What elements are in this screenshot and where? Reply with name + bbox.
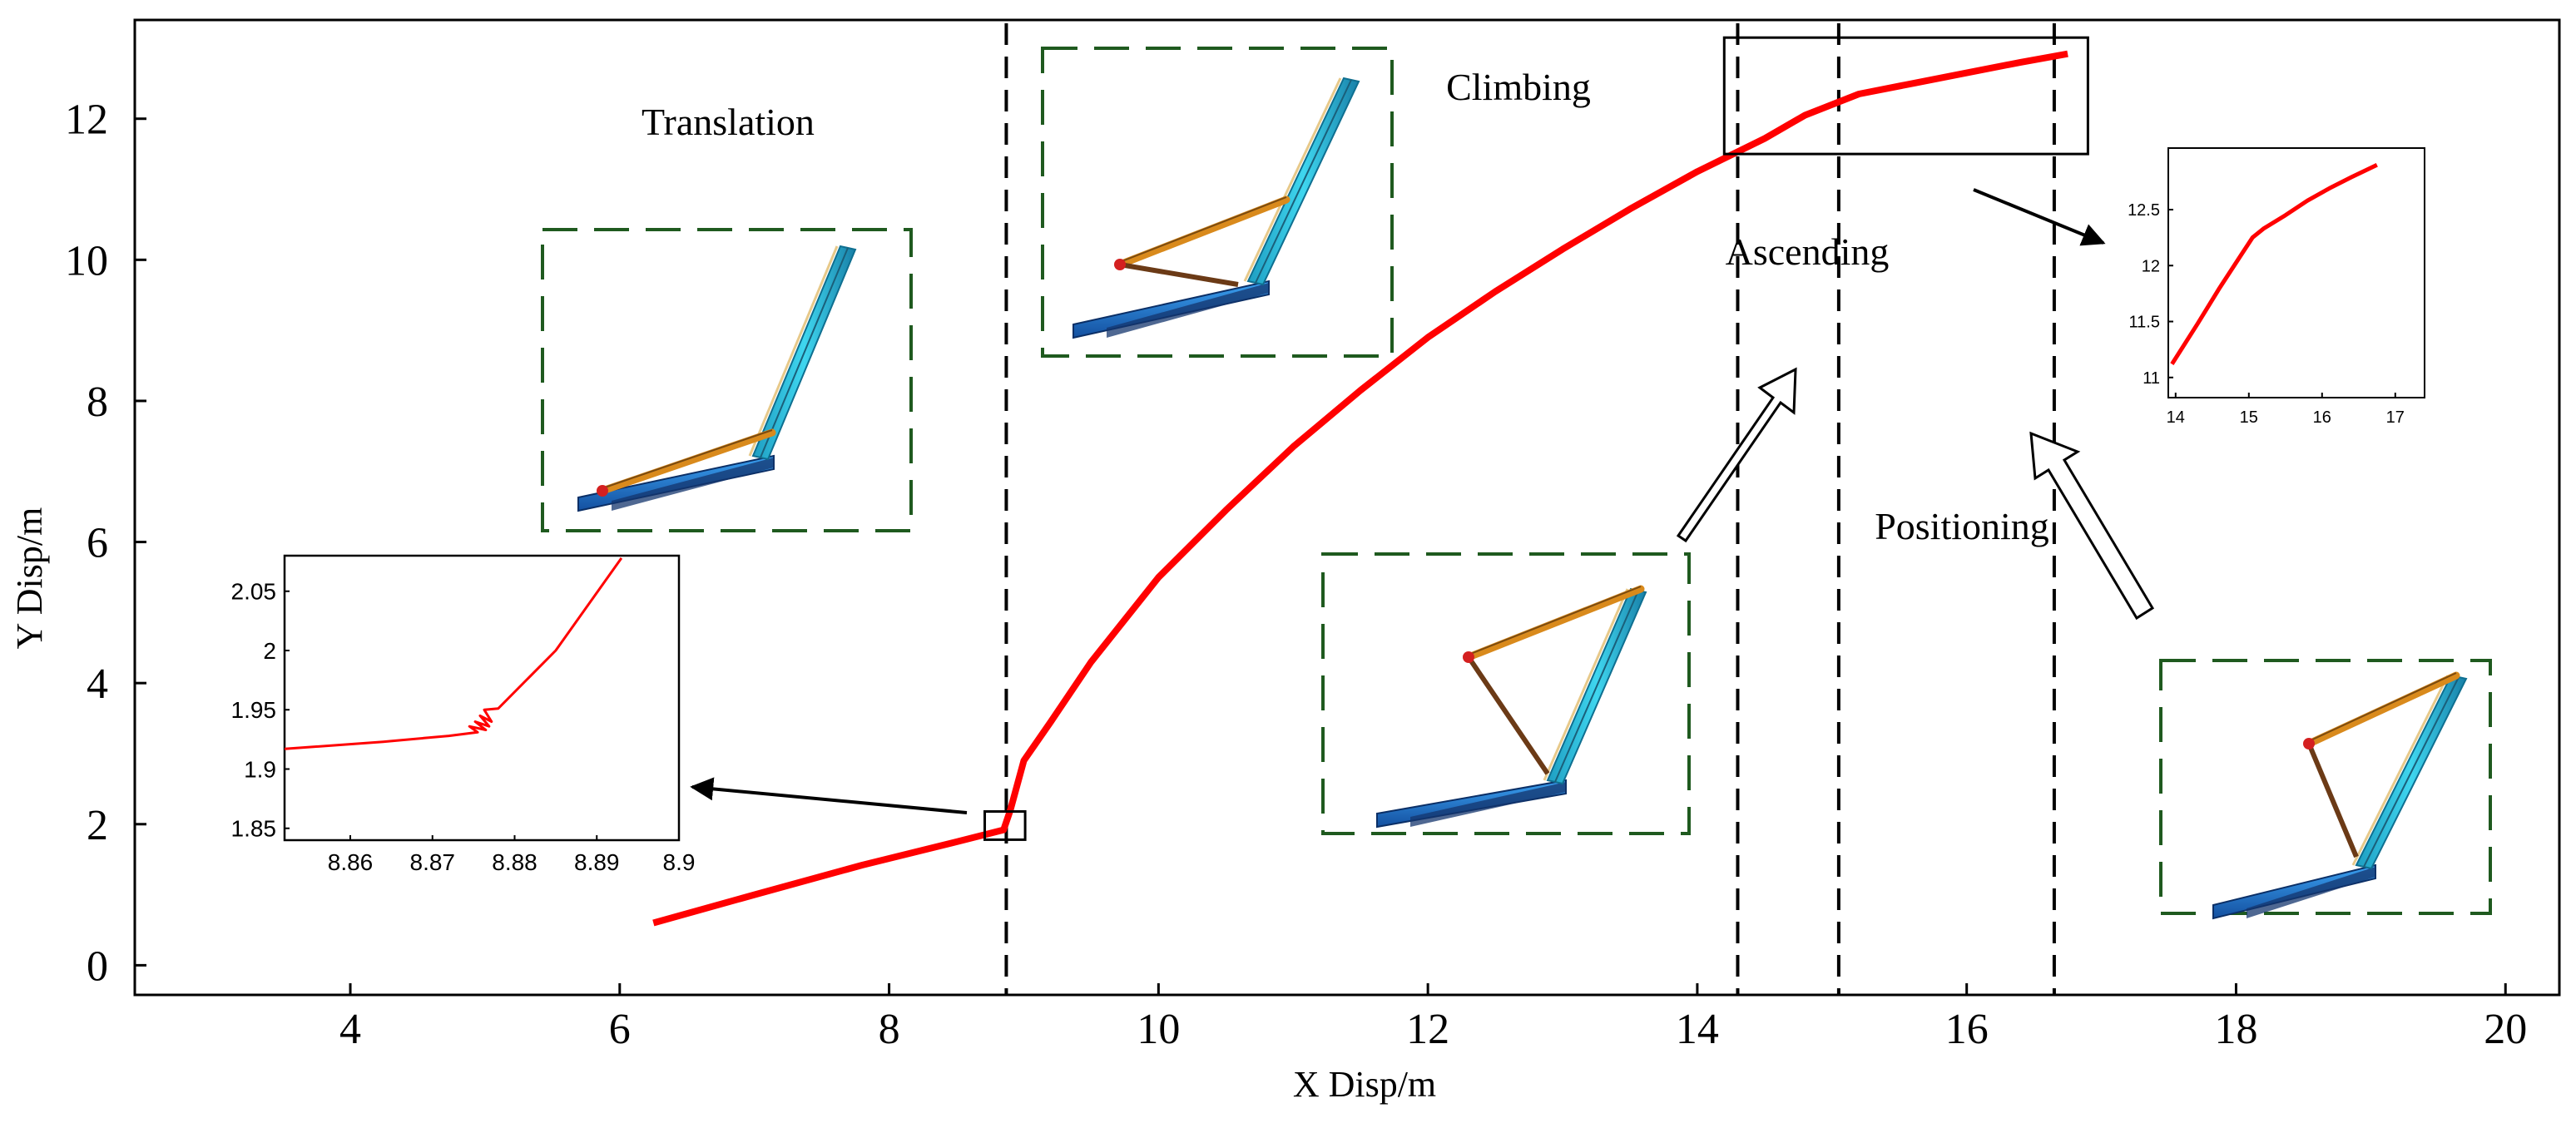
inset-left-x-tick-label-1: 8.87	[410, 849, 456, 875]
y-tick-label-1: 2	[87, 802, 108, 849]
crane-ascending	[1321, 552, 1691, 835]
y-axis-ticks: 0 2 4 6 8 10 12	[65, 96, 146, 990]
x-tick-label-7: 18	[2214, 1006, 2257, 1053]
inset-right-x-ticks: 14 15 16 17	[2167, 393, 2405, 427]
crane-translation	[541, 228, 913, 532]
inset-right-y-ticks: 11 11.5 12 12.5	[2128, 201, 2173, 388]
phase-boundaries	[1004, 23, 2056, 995]
phase-label-positioning: Positioning	[1875, 505, 2049, 547]
inset-left-x-tick-label-3: 8.89	[574, 849, 620, 875]
y-tick-label-5: 10	[65, 237, 108, 284]
positioning-arrow	[2029, 431, 2155, 621]
inset-left-x-tick-label-0: 8.86	[328, 849, 374, 875]
crane-positioning	[2159, 659, 2492, 920]
inset-left-y-tick-label-3: 2	[263, 638, 276, 664]
inset-left-y-tick-label-1: 1.9	[244, 756, 276, 782]
x-tick-label-1: 6	[609, 1006, 631, 1053]
x-tick-label-5: 14	[1676, 1006, 1719, 1053]
phase-label-ascending: Ascending	[1726, 230, 1890, 273]
inset-left-frame	[283, 554, 681, 842]
plot-area	[133, 18, 2561, 997]
y-tick-label-6: 12	[65, 96, 108, 144]
y-tick-label-2: 4	[87, 660, 108, 708]
ascending-arrow	[1676, 367, 1797, 543]
x-tick-label-6: 16	[1945, 1006, 1989, 1053]
inset-left: 8.86 8.87 8.88 8.89 8.9 1.85 1.9 1.95 2 2.05	[231, 554, 696, 875]
y-tick-label-4: 8	[87, 378, 108, 426]
inset-left-y-ticks: 1.85 1.9 1.95 2 2.05	[231, 579, 290, 842]
inset-right-y-tick-label-1: 11.5	[2129, 314, 2160, 332]
inset-right-y-tick-label-3: 12.5	[2128, 201, 2160, 220]
inset-left-line	[285, 557, 623, 750]
y-axis-label: Y Disp/m	[9, 507, 50, 650]
inset-left-y-tick-label-4: 2.05	[231, 579, 277, 605]
inset-right-y-tick-label-0: 11	[2143, 369, 2160, 388]
crane-illustrations	[541, 47, 2492, 920]
crane-climbing	[1041, 47, 1394, 358]
inset-left-y-tick-label-2: 1.95	[231, 697, 277, 723]
inset-right-y-tick-label-2: 12	[2142, 257, 2160, 275]
inset-right-line	[2170, 162, 2378, 365]
inset-left-arrow	[690, 777, 968, 814]
y-tick-label-3: 6	[87, 520, 108, 567]
inset-left-x-ticks: 8.86 8.87 8.88 8.89 8.9	[328, 835, 696, 875]
inset-right-frame	[2167, 147, 2425, 398]
x-axis-ticks: 4 6 8 10 12 14 16 18 20	[339, 983, 2527, 1053]
inset-right: 14 15 16 17 11 11.5 12 12.5	[2128, 147, 2425, 427]
zoom-box-end-region	[1722, 36, 2089, 156]
x-tick-label-0: 4	[339, 1006, 361, 1053]
x-tick-label-3: 10	[1137, 1006, 1180, 1053]
x-axis-label: X Disp/m	[1293, 1064, 1436, 1105]
inset-right-arrow	[1973, 188, 2106, 246]
inset-right-x-tick-label-0: 14	[2167, 408, 2185, 427]
zoom-box-start-of-climbing	[983, 810, 1027, 841]
inset-right-x-tick-label-3: 17	[2386, 408, 2405, 427]
phase-label-translation: Translation	[642, 101, 815, 143]
x-tick-label-2: 8	[879, 1006, 900, 1053]
inset-left-x-tick-label-4: 8.9	[663, 849, 696, 875]
x-tick-label-4: 12	[1406, 1006, 1449, 1053]
inset-right-x-tick-label-1: 15	[2240, 408, 2258, 427]
inset-left-y-tick-label-0: 1.85	[231, 816, 277, 842]
inset-left-x-tick-label-2: 8.88	[492, 849, 537, 875]
inset-right-x-tick-label-2: 16	[2313, 408, 2331, 427]
phase-label-climbing: Climbing	[1446, 66, 1591, 108]
y-tick-label-0: 0	[87, 942, 108, 990]
x-tick-label-8: 20	[2484, 1006, 2527, 1053]
series-trajectory-line	[652, 50, 2068, 927]
